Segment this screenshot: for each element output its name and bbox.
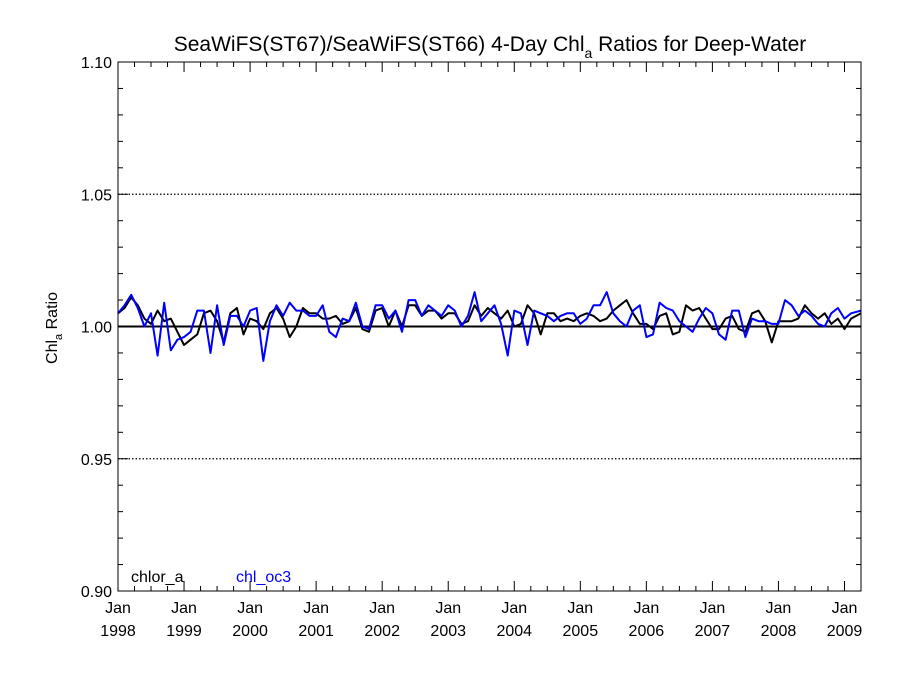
y-axis-label: Chla Ratio [44,292,65,364]
x-tick-labels: Jan 1998 Jan 1999 Jan 2000 Jan 2001 Jan 2002 Jan 20… [100,600,862,640]
legend-chlor-a: chlor_a [131,569,184,586]
x-tick-year-3: 2001 [298,623,334,640]
x-tick-month-2: Jan [237,600,263,617]
x-tick-year-10: 2008 [761,623,797,640]
x-tick-year-0: 1998 [100,623,136,640]
series-line-chlor-a [117,296,862,346]
x-tick-year-2: 2000 [232,623,268,640]
x-tick-month-8: Jan [633,600,659,617]
y-tick-label-4: 1.10 [81,55,112,72]
series-line-chl-oc3 [117,291,862,362]
plot-frame [117,61,862,592]
x-tick-year-7: 2005 [563,623,599,640]
y-tick-label-0: 0.90 [81,584,112,601]
x-tick-month-3: Jan [303,600,329,617]
x-tick-year-6: 2004 [496,623,532,640]
y-tick-labels: 0.90 0.95 1.00 1.05 1.10 [81,55,112,601]
x-tick-month-6: Jan [501,600,527,617]
x-tick-month-7: Jan [567,600,593,617]
series-group [117,291,862,362]
gridlines [118,193,861,460]
y-tick-label-1: 0.95 [81,452,112,469]
x-tick-month-9: Jan [700,600,726,617]
x-tick-year-4: 2002 [364,623,400,640]
y-tick-label-2: 1.00 [81,320,112,337]
x-tick-month-5: Jan [435,600,461,617]
x-tick-year-11: 2009 [827,623,863,640]
x-tick-month-0: Jan [105,600,131,617]
x-tick-year-9: 2007 [695,623,731,640]
y-tick-label-3: 1.05 [81,187,112,204]
x-tick-year-5: 2003 [430,623,466,640]
x-tick-month-4: Jan [369,600,395,617]
chart-title: SeaWiFS(ST67)/SeaWiFS(ST66) 4-Day Chla R… [174,33,807,61]
x-tick-month-11: Jan [832,600,858,617]
x-tick-year-1: 1999 [166,623,202,640]
x-tick-month-10: Jan [766,600,792,617]
x-tick-month-1: Jan [171,600,197,617]
legend-chl-oc3: chl_oc3 [236,569,291,586]
x-tick-year-8: 2006 [629,623,665,640]
